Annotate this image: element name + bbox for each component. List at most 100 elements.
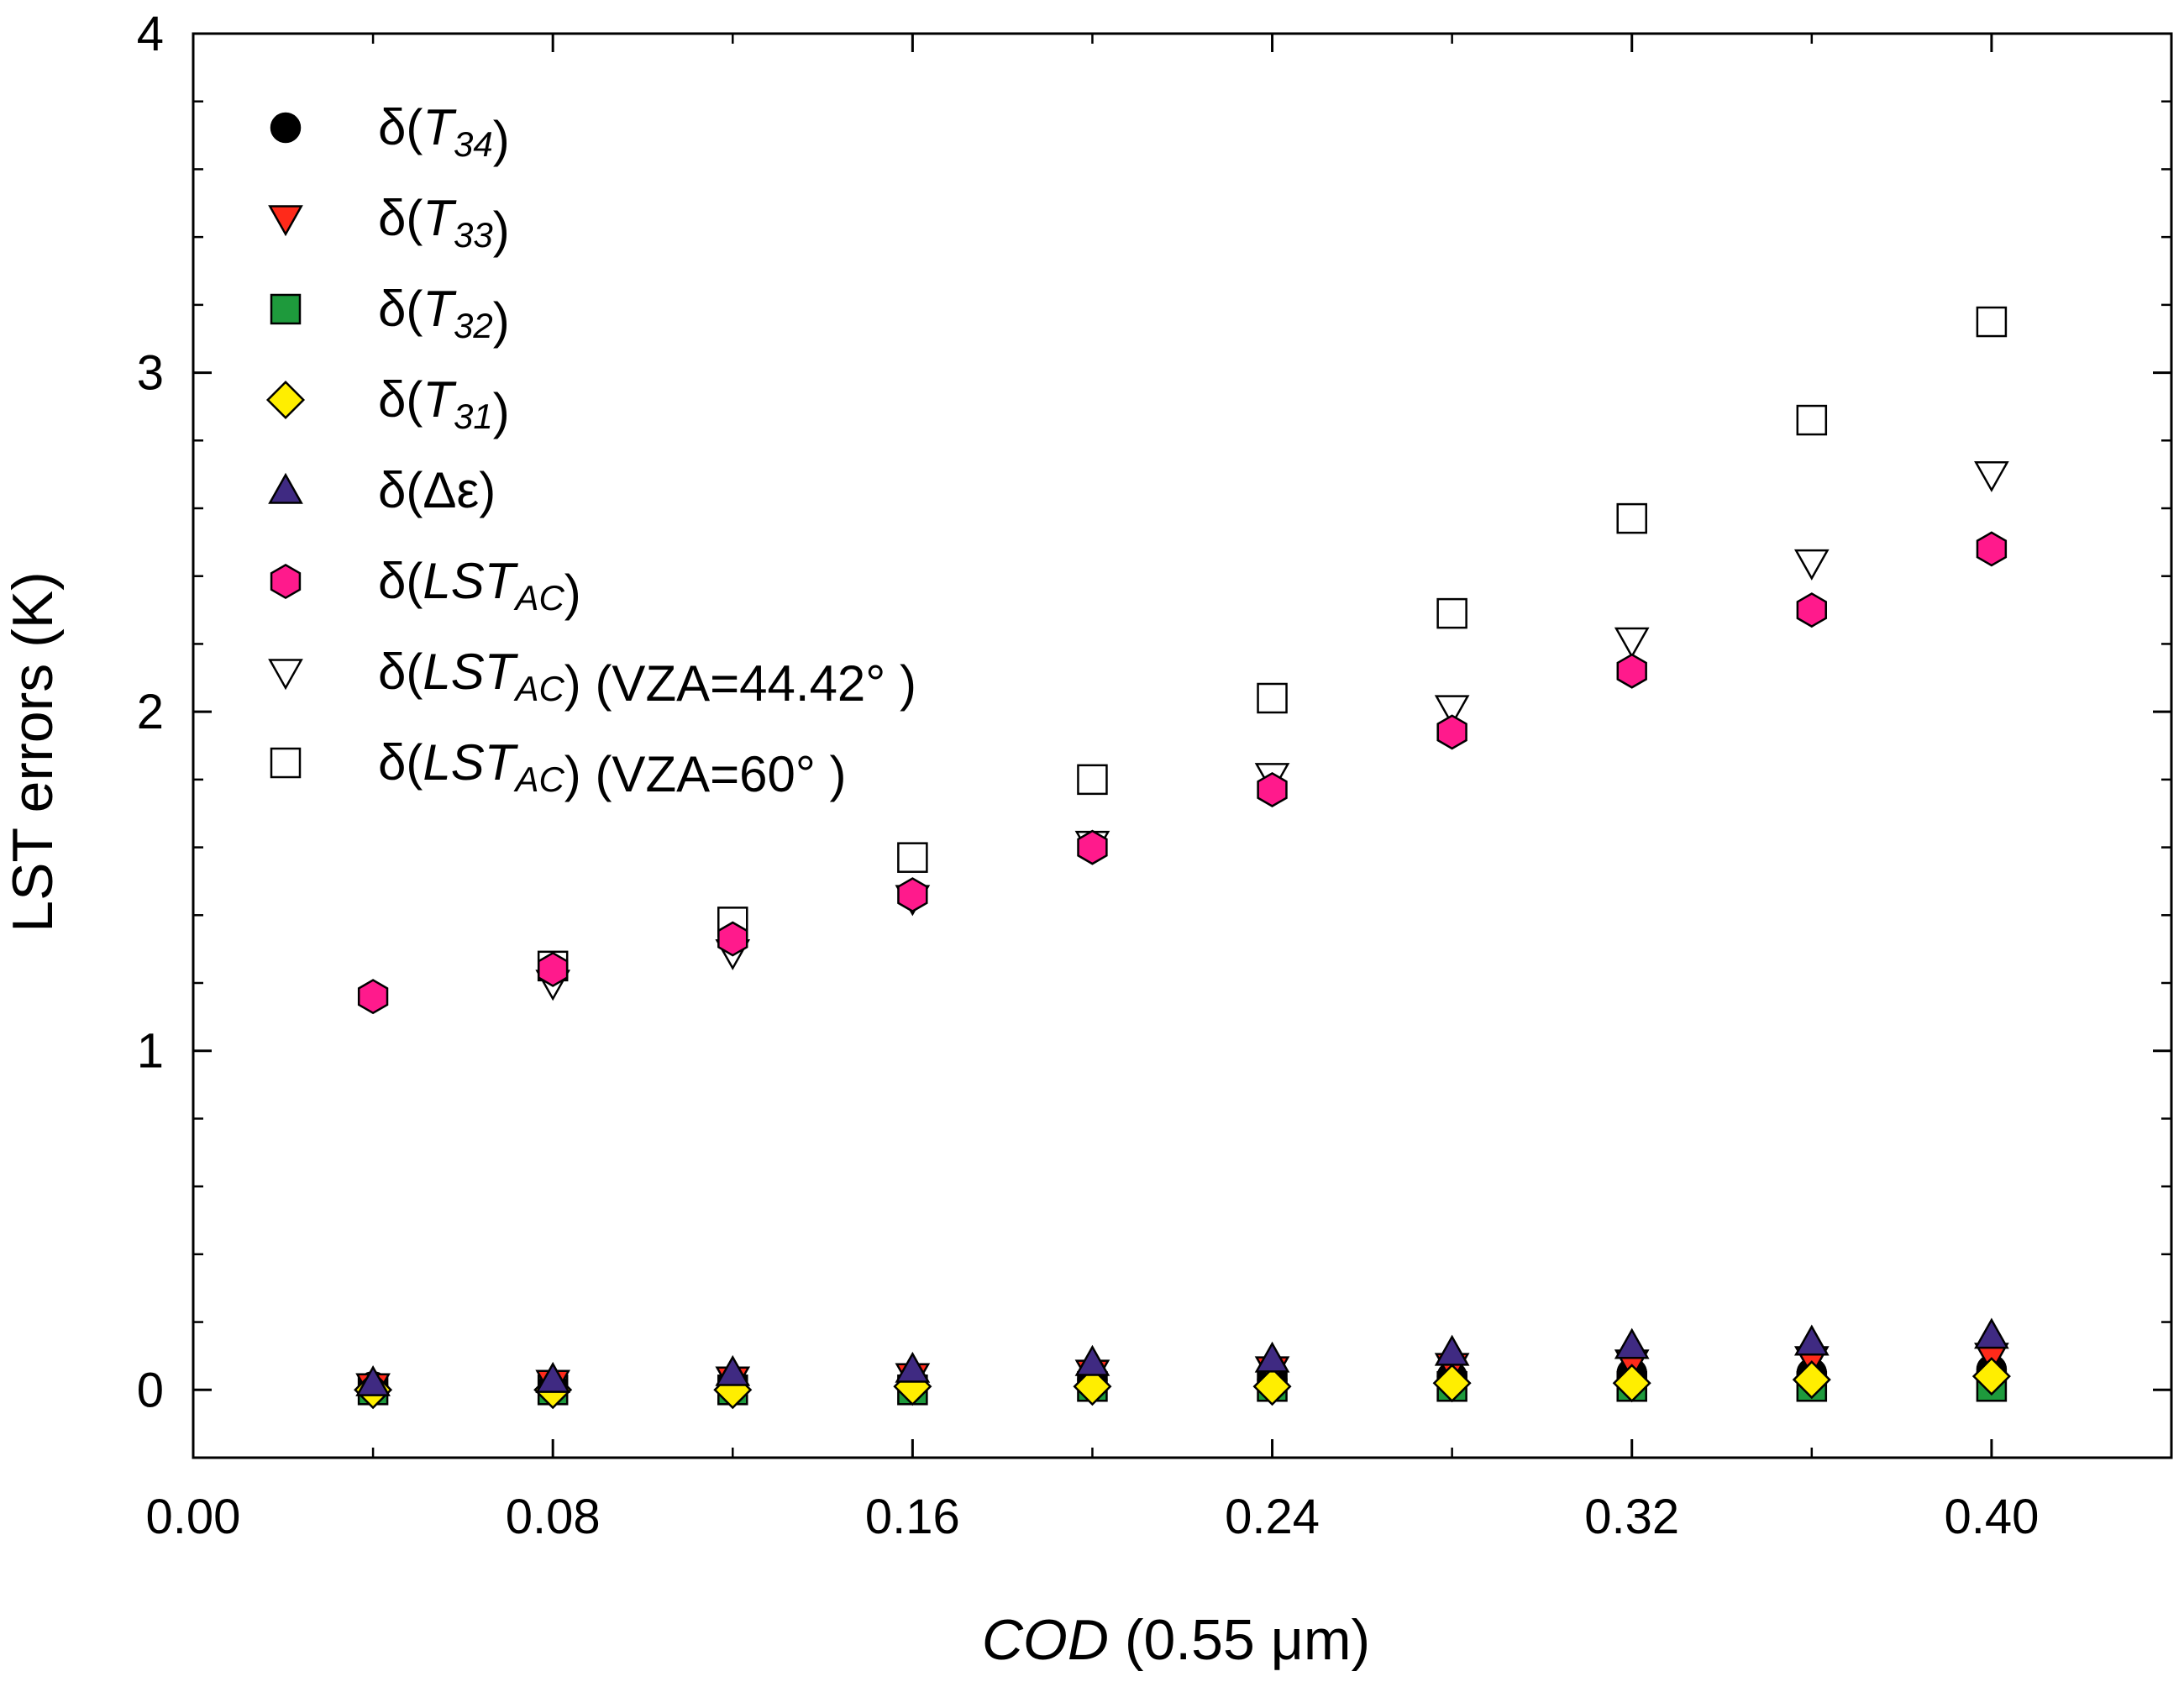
legend-label-part: LST bbox=[423, 734, 518, 791]
data-point bbox=[1796, 592, 1827, 628]
legend-marker bbox=[268, 659, 303, 691]
data-point bbox=[1436, 714, 1467, 750]
legend-label-part: LST bbox=[423, 644, 518, 700]
data-point bbox=[1254, 1341, 1290, 1373]
legend-label-part: T bbox=[423, 371, 457, 428]
y-tick-label: 1 bbox=[137, 1024, 164, 1079]
legend-label-part: T bbox=[423, 281, 457, 337]
data-point bbox=[1793, 1324, 1830, 1356]
legend: δ(T34)δ(T33)δ(T32)δ(T31)δ(Δε)δ(LSTAC)δ(L… bbox=[265, 99, 916, 802]
data-point bbox=[1612, 1364, 1651, 1403]
data-point bbox=[1614, 1327, 1650, 1359]
legend-marker bbox=[270, 564, 302, 599]
data-point bbox=[897, 842, 928, 873]
x-tick-label: 0.16 bbox=[865, 1490, 960, 1544]
data-point bbox=[1436, 597, 1467, 629]
legend-label-part: ) (VZA=44.42° ) bbox=[564, 655, 916, 712]
legend-item: δ(LSTAC) (VZA=44.42° ) bbox=[268, 644, 916, 712]
legend-label-part: 34 bbox=[454, 124, 493, 164]
y-axis-title: LST errors (K) bbox=[1, 571, 65, 932]
legend-label: δ(LSTAC) (VZA=60° ) bbox=[378, 734, 847, 802]
legend-marker bbox=[270, 747, 302, 779]
x-tick-label: 0.00 bbox=[146, 1490, 241, 1544]
data-point bbox=[895, 1351, 931, 1383]
legend-label-part: ) bbox=[493, 292, 510, 349]
data-point bbox=[715, 1354, 751, 1386]
legend-label-part: AC bbox=[512, 760, 564, 799]
x-tick-label: 0.08 bbox=[506, 1490, 601, 1544]
data-point bbox=[1976, 531, 2008, 567]
legend-label-part: δ( bbox=[378, 99, 423, 155]
data-point bbox=[1976, 306, 2008, 338]
legend-item: δ(T31) bbox=[265, 371, 510, 439]
data-point bbox=[897, 877, 928, 913]
legend-label: δ(T31) bbox=[378, 371, 510, 439]
data-points bbox=[354, 306, 2011, 1410]
data-point bbox=[1614, 627, 1650, 659]
data-point bbox=[1974, 460, 2009, 492]
legend-label-part: T bbox=[423, 190, 457, 246]
legend-label: δ(Δε) bbox=[378, 462, 496, 518]
series-5 bbox=[357, 531, 2008, 1015]
data-point bbox=[1432, 1364, 1472, 1403]
series-0 bbox=[357, 1353, 2008, 1402]
x-tick-label: 0.24 bbox=[1225, 1490, 1320, 1544]
data-point bbox=[355, 1364, 391, 1396]
data-point bbox=[1974, 1317, 2009, 1349]
data-point bbox=[1434, 695, 1470, 727]
legend-label-part: ) bbox=[564, 565, 581, 621]
legend-label-part: ) bbox=[493, 383, 510, 439]
data-point bbox=[1793, 549, 1830, 581]
x-axis-title-units: (0.55 μm) bbox=[1109, 1608, 1370, 1672]
legend-label-part: δ( bbox=[378, 371, 423, 428]
legend-label-part: 31 bbox=[454, 397, 493, 436]
legend-label-part: 32 bbox=[454, 306, 493, 345]
x-tick-label: 0.32 bbox=[1584, 1490, 1679, 1544]
legend-label-part: T bbox=[423, 99, 457, 155]
legend-label-part: AC bbox=[512, 669, 564, 708]
legend-label: δ(T33) bbox=[378, 190, 510, 258]
data-point bbox=[1257, 771, 1288, 807]
x-axis-title-italic: COD bbox=[982, 1608, 1109, 1672]
series-4 bbox=[355, 1317, 2009, 1396]
legend-label: δ(LSTAC) bbox=[378, 553, 581, 621]
legend-item: δ(LSTAC) bbox=[270, 553, 581, 621]
legend-label: δ(LSTAC) (VZA=44.42° ) bbox=[378, 644, 916, 712]
data-point bbox=[538, 951, 569, 987]
data-point bbox=[1971, 1357, 2011, 1396]
legend-marker bbox=[270, 112, 302, 144]
data-point bbox=[1257, 682, 1288, 714]
legend-label-part: δ( bbox=[378, 734, 423, 791]
y-tick-label: 2 bbox=[137, 685, 164, 739]
data-point bbox=[535, 1361, 571, 1393]
data-point bbox=[1077, 764, 1108, 796]
data-point bbox=[1074, 1344, 1110, 1376]
legend-item: δ(T34) bbox=[270, 99, 510, 167]
x-axis-title: COD (0.55 μm) bbox=[982, 1608, 1370, 1672]
series-1 bbox=[355, 1343, 2009, 1405]
legend-label-part: δ(Δε) bbox=[378, 462, 496, 518]
legend-label-part: ) bbox=[493, 111, 510, 167]
plot-area bbox=[192, 32, 2173, 1459]
legend-marker bbox=[268, 472, 303, 504]
legend-label-part: δ( bbox=[378, 644, 423, 700]
data-point bbox=[357, 979, 389, 1015]
data-point bbox=[1073, 1367, 1112, 1406]
y-tick-label: 3 bbox=[137, 346, 164, 401]
series-2 bbox=[357, 1371, 2008, 1406]
y-tick-label: 0 bbox=[137, 1363, 164, 1417]
data-point bbox=[1616, 653, 1647, 689]
legend-label-part: 33 bbox=[454, 215, 493, 255]
legend-label-part: δ( bbox=[378, 190, 423, 246]
legend-label-part: ) (VZA=60° ) bbox=[564, 746, 847, 802]
x-tick-label: 0.40 bbox=[1944, 1490, 2039, 1544]
data-point bbox=[1077, 829, 1108, 865]
legend-label: δ(T32) bbox=[378, 281, 510, 349]
data-point bbox=[1252, 1367, 1292, 1406]
legend-marker bbox=[268, 205, 303, 237]
legend-label: δ(T34) bbox=[378, 99, 510, 167]
series-3 bbox=[354, 1357, 2011, 1410]
data-point bbox=[1796, 404, 1828, 436]
data-point bbox=[1792, 1360, 1831, 1400]
